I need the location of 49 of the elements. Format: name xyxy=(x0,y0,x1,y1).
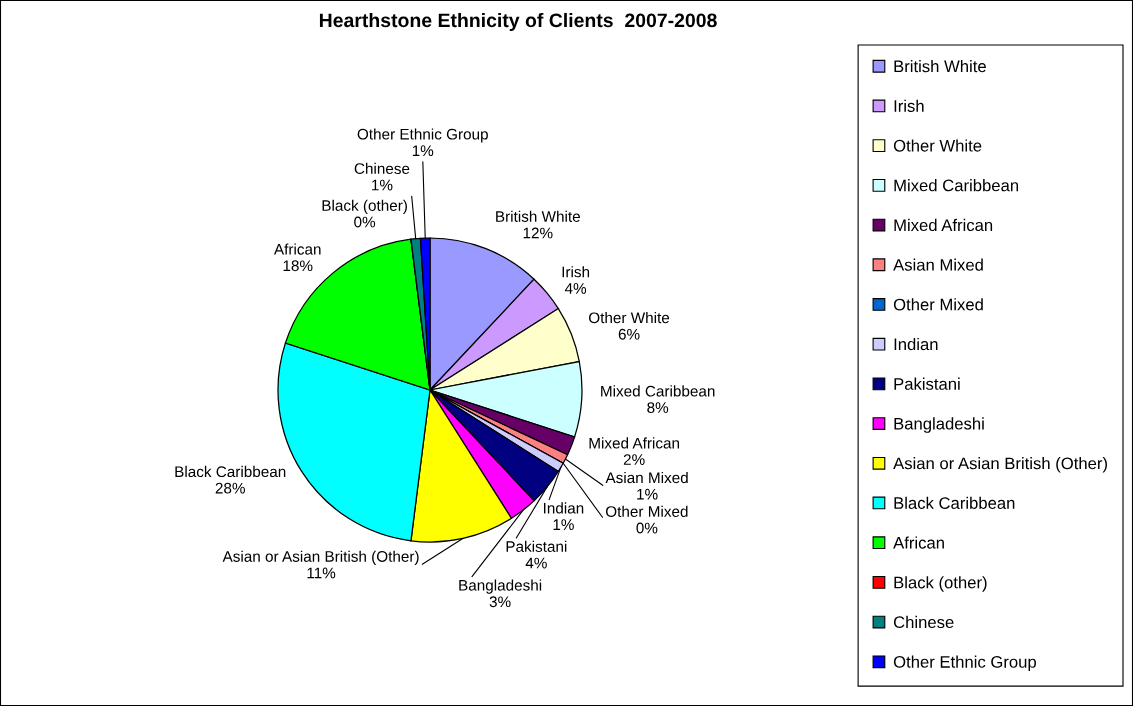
slice-label: British White xyxy=(496,210,580,222)
data-label: 28% xyxy=(215,482,245,494)
legend-label: Mixed African xyxy=(894,218,993,232)
data-label: 1% xyxy=(412,145,434,156)
data-label: 1% xyxy=(372,179,393,191)
legend-label: Other Mixed xyxy=(893,298,983,311)
legend-label: Indian xyxy=(894,337,938,351)
data-label: 12% xyxy=(523,227,553,239)
legend-label: Asian or Asian British (Other) xyxy=(893,457,1107,473)
legend-label: Chinese xyxy=(893,615,954,629)
slice-label: African xyxy=(273,243,321,255)
data-label: 6% xyxy=(618,328,640,340)
data-label: 3% xyxy=(489,596,511,608)
slice-label: Chinese xyxy=(354,162,410,175)
legend-label: Pakistani xyxy=(894,377,960,390)
slice-label: Asian Mixed xyxy=(605,471,688,484)
legend-label: British White xyxy=(894,60,986,73)
data-label: 4% xyxy=(564,283,587,294)
legend-label: Asian Mixed xyxy=(893,258,983,271)
data-label: 11% xyxy=(307,567,336,579)
data-label: 2% xyxy=(623,454,645,465)
slice-label: Other White xyxy=(589,311,670,324)
slice-label: Bangladeshi xyxy=(459,579,542,594)
slice-label: Indian xyxy=(543,502,584,514)
slice-label: Pakistani xyxy=(506,540,567,552)
chart-title: Hearthstone Ethnicity of Clients 2007-2008 xyxy=(319,12,717,32)
legend-label: Black Caribbean xyxy=(894,496,1015,509)
data-label: 18% xyxy=(283,260,313,272)
slice-label: Mixed African xyxy=(589,437,679,449)
legend-label: Mixed Caribbean xyxy=(894,179,1019,192)
data-label: 4% xyxy=(525,557,547,569)
data-label: 8% xyxy=(647,402,669,414)
legend-label: Bangladeshi xyxy=(894,417,984,433)
category-label: Other Mixed xyxy=(605,505,688,517)
text: 0% xyxy=(636,522,658,534)
legend-label: Irish xyxy=(894,99,924,112)
legend-label: Black (other) xyxy=(894,576,987,592)
data-label: 1% xyxy=(553,519,574,530)
category-label: Black (other) xyxy=(322,199,407,214)
slice-label: Mixed Caribbean xyxy=(601,385,715,397)
slice-label: Black Caribbean xyxy=(175,465,286,478)
legend-label: Other Ethnic Group xyxy=(893,655,1036,672)
data-label: 1% xyxy=(637,488,658,500)
slice-label: Irish xyxy=(562,266,590,278)
legend-label: African xyxy=(893,536,944,549)
slice-label: Other Ethnic Group xyxy=(357,128,488,143)
slice-label: Asian or Asian British (Other) xyxy=(222,550,419,565)
legend-label: Other White xyxy=(893,139,982,152)
text: 0% xyxy=(354,216,376,228)
